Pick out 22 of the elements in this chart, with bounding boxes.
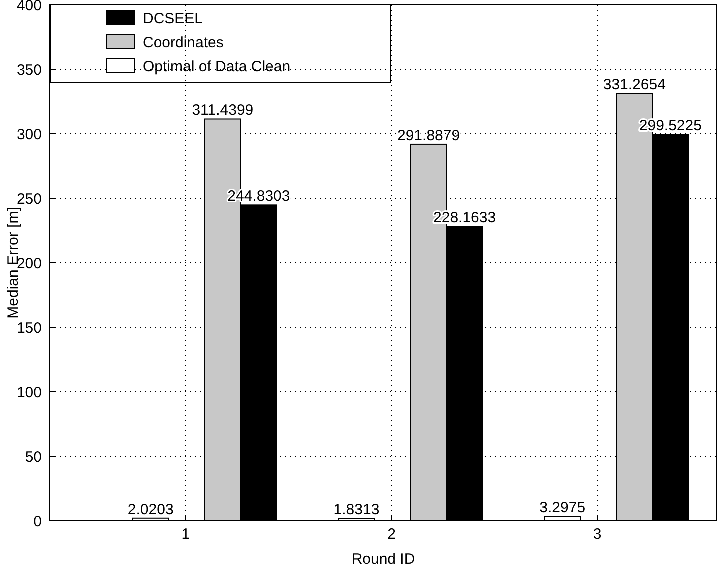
y-tick-label: 150: [16, 320, 42, 337]
data-label: 311.4399: [192, 102, 254, 120]
y-tick-label: 400: [16, 0, 42, 14]
legend-label: DCSEEL: [143, 10, 204, 28]
data-label: 331.2654: [603, 76, 666, 94]
data-label: 1.8313: [334, 502, 380, 519]
y-tick-label: 200: [16, 255, 42, 272]
x-axis-title: Round ID: [352, 551, 416, 568]
x-tick-label: 1: [182, 526, 190, 543]
y-tick-label: 50: [25, 448, 42, 466]
legend-label: Optimal of Data Clean: [143, 58, 291, 76]
x-tick-label: 3: [593, 526, 602, 543]
y-tick-label: 250: [16, 190, 42, 208]
legend-label: Coordinates: [143, 34, 224, 52]
y-tick-label: 300: [16, 126, 42, 144]
y-tick-label: 100: [16, 384, 42, 402]
y-tick-label: 350: [16, 62, 42, 79]
x-tick-label: 2: [388, 526, 396, 543]
data-label: 2.0203: [128, 501, 174, 518]
data-label: 3.2975: [540, 500, 586, 517]
y-tick-label: 0: [34, 513, 42, 530]
data-label: 291.8879: [398, 127, 460, 144]
